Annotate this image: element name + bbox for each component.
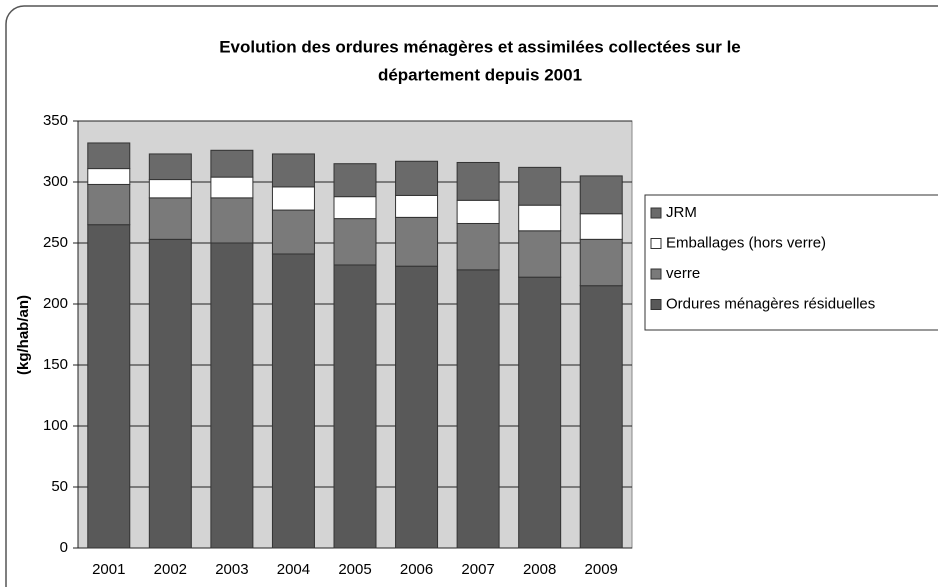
bar-segment (210, 242, 254, 549)
x-tick-label: 2009 (585, 561, 618, 578)
bar-segment (333, 163, 377, 198)
legend-label: Emballages (hors verre) (666, 234, 826, 251)
bar-segment (395, 265, 439, 549)
x-tick-label: 2005 (338, 561, 371, 578)
x-tick-label: 2008 (523, 561, 556, 578)
bar-segment (333, 218, 377, 266)
bar-segment (333, 196, 377, 220)
y-tick-label: 0 (60, 539, 68, 556)
bar-segment (579, 175, 623, 215)
x-tick-label: 2007 (461, 561, 494, 578)
bar-segment (271, 153, 315, 188)
legend-label: Ordures ménagères résiduelles (666, 295, 875, 312)
y-tick-label: 300 (43, 173, 68, 190)
bar-segment (395, 160, 439, 196)
legend (644, 194, 938, 331)
bar-segment (148, 179, 192, 199)
y-axis-label: (kg/hab/an) (15, 295, 32, 375)
bar-segment (456, 269, 500, 549)
bar-segment (333, 264, 377, 549)
legend-label: JRM (666, 204, 697, 221)
bar-segment (210, 149, 254, 178)
bar-segment (518, 166, 562, 206)
y-tick-label: 350 (43, 112, 68, 129)
bar-segment (579, 285, 623, 549)
y-tick-label: 200 (43, 295, 68, 312)
bar-segment (456, 161, 500, 201)
chart-title: Evolution des ordures ménagères et assim… (219, 37, 741, 56)
bar-segment (148, 153, 192, 181)
bar-segment (87, 168, 131, 185)
y-tick-label: 100 (43, 417, 68, 434)
y-tick-label: 50 (51, 478, 68, 495)
bar-segment (395, 194, 439, 218)
y-tick-label: 250 (43, 234, 68, 251)
chart-title: département depuis 2001 (378, 65, 582, 84)
bar-segment (87, 183, 131, 226)
legend-swatch (650, 207, 662, 219)
legend-swatch (650, 238, 662, 249)
bar-segment (148, 197, 192, 240)
bar-segment (271, 209, 315, 255)
legend-swatch (650, 299, 662, 310)
bar-segment (271, 253, 315, 549)
bar-segment (148, 238, 192, 549)
bar-segment (518, 276, 562, 549)
legend-swatch (650, 268, 662, 280)
bar-segment (87, 224, 131, 549)
x-tick-label: 2001 (92, 561, 125, 578)
bar-segment (210, 197, 254, 244)
legend-label: verre (666, 265, 700, 282)
bar-segment (271, 186, 315, 211)
bar-segment (87, 142, 131, 170)
bar-segment (210, 176, 254, 199)
bar-segment (456, 199, 500, 224)
x-tick-label: 2003 (215, 561, 248, 578)
x-tick-label: 2006 (400, 561, 433, 578)
bar-segment (456, 222, 500, 271)
bar-segment (518, 204, 562, 232)
x-tick-label: 2004 (277, 561, 310, 578)
bar-segment (395, 216, 439, 267)
bar-segment (518, 230, 562, 278)
y-tick-label: 150 (43, 356, 68, 373)
x-tick-label: 2002 (154, 561, 187, 578)
bar-segment (579, 213, 623, 240)
bar-segment (579, 238, 623, 287)
